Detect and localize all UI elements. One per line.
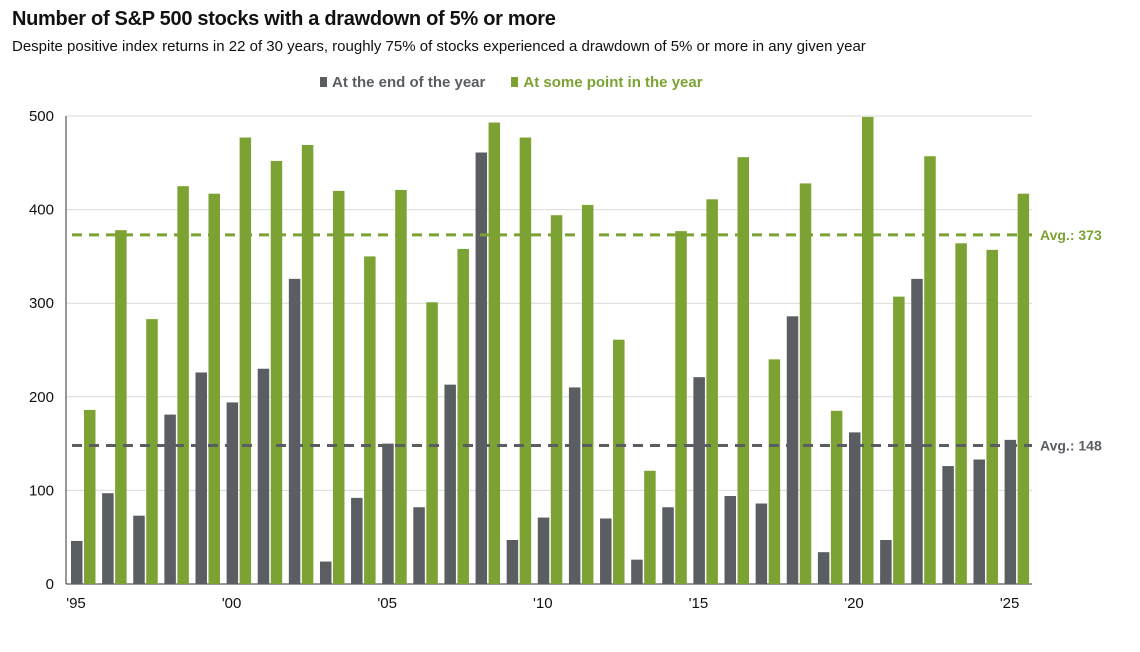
bar-some-point-2010 <box>550 215 563 584</box>
bar-end-of-year-2014 <box>662 507 674 584</box>
x-tick-label: '20 <box>844 595 864 612</box>
bar-some-point-2020 <box>862 116 874 584</box>
bar-some-point-1997 <box>146 319 158 584</box>
bar-some-point-2005 <box>395 189 407 584</box>
bar-end-of-year-2004 <box>351 497 363 584</box>
x-tick-label: '95 <box>66 595 86 612</box>
bar-some-point-2008 <box>488 122 501 584</box>
bar-end-of-year-2011 <box>568 387 581 584</box>
legend-item-end-of-year: At the end of the year <box>320 74 485 91</box>
bar-some-point-2021 <box>893 296 905 584</box>
bar-some-point-2009 <box>519 137 532 584</box>
bar-end-of-year-2012 <box>600 518 612 584</box>
bar-some-point-1995 <box>84 409 96 584</box>
legend-label: At the end of the year <box>332 74 486 91</box>
bar-end-of-year-2025 <box>1004 439 1017 584</box>
bar-some-point-2003 <box>332 190 345 584</box>
x-tick-label: '10 <box>533 595 553 612</box>
y-tick-label: 100 <box>29 482 54 499</box>
y-tick-label: 300 <box>29 295 54 312</box>
bar-some-point-1999 <box>208 193 220 585</box>
bar-end-of-year-2022 <box>911 278 923 584</box>
bar-end-of-year-2008 <box>475 152 488 584</box>
bar-end-of-year-2015 <box>693 377 705 584</box>
average-label: Avg.: 148 <box>1040 437 1102 453</box>
x-tick-label: '00 <box>222 595 242 612</box>
bar-some-point-2000 <box>239 137 252 584</box>
bar-some-point-2002 <box>301 145 314 585</box>
bar-some-point-2022 <box>924 156 936 585</box>
bar-end-of-year-2020 <box>849 432 861 584</box>
average-label: Avg.: 373 <box>1040 227 1102 243</box>
bar-some-point-2004 <box>364 256 376 584</box>
bar-some-point-2023 <box>955 243 967 584</box>
bar-some-point-2013 <box>644 470 656 584</box>
legend-item-some-point: At some point in the year <box>511 74 703 91</box>
bar-end-of-year-1999 <box>195 372 207 584</box>
bar-some-point-2007 <box>457 248 469 585</box>
bar-end-of-year-2013 <box>631 559 643 584</box>
bar-end-of-year-2010 <box>537 517 550 584</box>
bar-some-point-2017 <box>768 359 781 584</box>
bar-end-of-year-2001 <box>257 368 270 584</box>
x-tick-label: '05 <box>377 595 397 612</box>
bar-some-point-2006 <box>426 302 438 584</box>
bar-some-point-2001 <box>270 160 283 585</box>
chart-subtitle: Despite positive index returns in 22 of … <box>12 38 866 55</box>
y-tick-label: 500 <box>29 108 54 125</box>
legend: At the end of the year At some point in … <box>320 74 703 91</box>
bar-some-point-2024 <box>986 249 998 584</box>
bar-end-of-year-1995 <box>71 540 83 584</box>
y-tick-label: 200 <box>29 389 54 406</box>
y-tick-label: 0 <box>46 576 54 593</box>
bar-end-of-year-2021 <box>880 540 892 584</box>
chart-title: Number of S&P 500 stocks with a drawdown… <box>12 8 556 30</box>
bar-some-point-1998 <box>177 186 189 584</box>
bar-some-point-2014 <box>675 231 687 585</box>
bar-some-point-2012 <box>613 339 625 584</box>
legend-label: At some point in the year <box>523 74 703 91</box>
bar-end-of-year-2024 <box>973 459 985 584</box>
bar-end-of-year-2005 <box>382 443 394 584</box>
bar-end-of-year-2017 <box>755 503 768 584</box>
bar-end-of-year-1997 <box>133 515 145 584</box>
bar-end-of-year-2006 <box>413 507 425 584</box>
y-tick-label: 400 <box>29 202 54 219</box>
bar-end-of-year-2007 <box>444 384 456 584</box>
bar-end-of-year-2018 <box>786 316 799 584</box>
x-tick-label: '25 <box>1000 595 1020 612</box>
bar-end-of-year-2003 <box>319 561 332 584</box>
x-tick-label: '15 <box>689 595 709 612</box>
bar-some-point-2016 <box>737 157 750 584</box>
bar-some-point-1996 <box>115 230 127 584</box>
bar-end-of-year-2009 <box>506 540 519 584</box>
bar-end-of-year-2000 <box>226 402 239 584</box>
bar-end-of-year-2019 <box>817 552 830 584</box>
bar-some-point-2025 <box>1017 193 1030 585</box>
bar-end-of-year-2002 <box>288 278 301 584</box>
bar-some-point-2015 <box>706 199 718 584</box>
bar-some-point-2019 <box>830 410 843 584</box>
bar-end-of-year-1998 <box>164 414 176 584</box>
bar-some-point-2011 <box>581 204 594 585</box>
bar-end-of-year-2016 <box>724 496 737 584</box>
bar-end-of-year-1996 <box>102 493 114 584</box>
bar-some-point-2018 <box>799 183 812 584</box>
bar-end-of-year-2023 <box>942 466 954 584</box>
